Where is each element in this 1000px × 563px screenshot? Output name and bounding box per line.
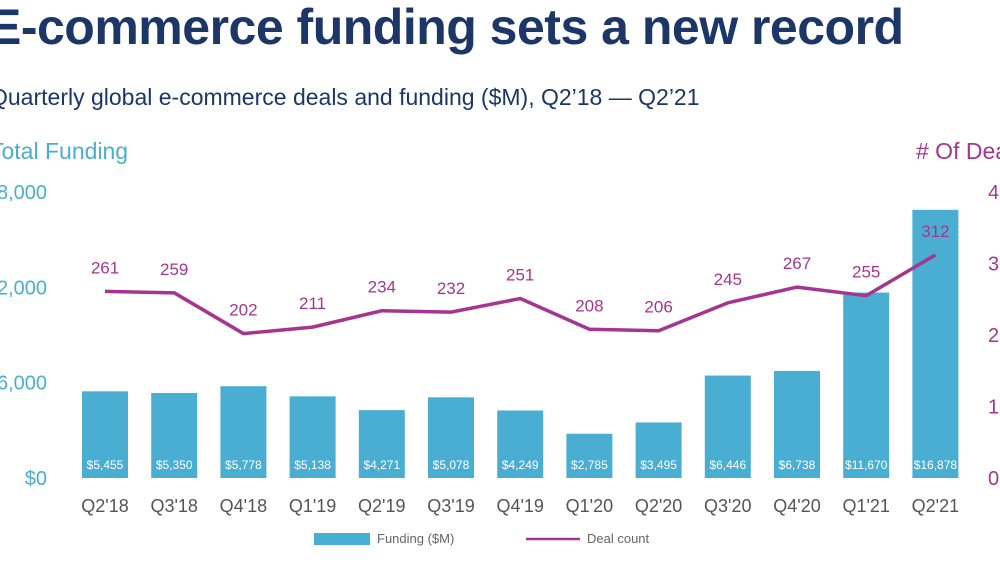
deal-count-line	[104, 253, 937, 336]
deal-count-label: 312	[921, 222, 949, 241]
legend-label-funding: Funding ($M)	[377, 531, 454, 546]
funding-bar-label: $6,738	[779, 458, 816, 472]
y-tick-right: 400	[988, 182, 1000, 204]
x-tick-label: Q3'19	[427, 496, 474, 516]
y-tick-right: 300	[988, 254, 1000, 276]
funding-bar-label: $5,350	[156, 458, 193, 472]
x-tick-label: Q1'20	[566, 496, 613, 516]
funding-bar	[843, 292, 890, 478]
deal-count-label: 208	[575, 296, 603, 315]
funding-bar	[82, 391, 128, 478]
deal-count-label: 251	[506, 266, 534, 285]
chart-title: E-commerce funding sets a new record	[0, 0, 904, 55]
deal-count-label: 261	[91, 258, 119, 277]
y-tick-right: 200	[988, 325, 1000, 347]
funding-bar	[151, 392, 198, 478]
funding-bar	[289, 396, 336, 478]
x-tick-label: Q2'21	[912, 496, 959, 516]
deal-count-label: 234	[368, 278, 396, 297]
x-tick-label: Q1'21	[842, 496, 889, 516]
funding-bar	[428, 397, 474, 478]
funding-bar-label: $5,455	[87, 458, 124, 472]
deal-count-label: 206	[644, 298, 672, 317]
funding-bar-label: $2,785	[571, 458, 608, 472]
deal-count-label: 202	[229, 301, 257, 320]
funding-bar-label: $11,670	[845, 458, 888, 472]
funding-bar	[566, 433, 613, 478]
funding-bar-label: $4,249	[502, 458, 539, 472]
y-axis-left-title: Total Funding	[0, 138, 129, 164]
x-tick-label: Q2'18	[81, 496, 128, 516]
x-tick-label: Q1'19	[289, 496, 336, 516]
deal-count-label: 255	[852, 263, 880, 282]
y-tick-left: $6,000	[0, 373, 47, 395]
legend-swatch-funding	[314, 533, 370, 545]
chart-subtitle: Quarterly global e-commerce deals and fu…	[0, 84, 700, 110]
y-tick-left: $18,000	[0, 182, 47, 204]
funding-bar	[635, 422, 682, 478]
x-tick-label: Q4'18	[220, 496, 267, 516]
x-tick-label: Q4'19	[496, 496, 543, 516]
deal-count-label: 232	[437, 279, 465, 298]
x-tick-label: Q3'20	[704, 496, 751, 516]
y-tick-left: $12,000	[0, 277, 47, 299]
funding-bar	[497, 410, 544, 478]
x-tick-label: Q2'20	[635, 496, 682, 516]
funding-bar-label: $3,495	[640, 458, 677, 472]
funding-bar-label: $6,446	[709, 458, 746, 472]
y-tick-left: $0	[25, 468, 47, 490]
deal-count-label: 245	[714, 270, 742, 289]
funding-bar	[704, 375, 751, 478]
funding-bar	[220, 386, 267, 478]
funding-bar-label: $16,878	[914, 458, 958, 472]
funding-bar	[774, 370, 820, 478]
y-tick-right: 100	[988, 397, 1000, 419]
y-axis-right-title: # Of Deals	[916, 138, 1000, 164]
funding-bar	[358, 410, 405, 478]
y-tick-right: 0	[988, 468, 999, 490]
funding-bar-label: $5,138	[294, 458, 331, 472]
funding-bar-label: $5,778	[225, 458, 262, 472]
x-tick-label: Q3'18	[150, 496, 197, 516]
legend-label-deal-count: Deal count	[587, 531, 650, 546]
funding-bar-label: $5,078	[433, 458, 470, 472]
deal-count-label: 259	[160, 260, 188, 279]
x-tick-label: Q2'19	[358, 496, 405, 516]
x-tick-label: Q4'20	[773, 496, 820, 516]
funding-bar-label: $4,271	[363, 458, 400, 472]
deal-count-label: 211	[299, 294, 326, 313]
funding-bar	[912, 209, 959, 478]
deal-count-label: 267	[783, 254, 811, 273]
